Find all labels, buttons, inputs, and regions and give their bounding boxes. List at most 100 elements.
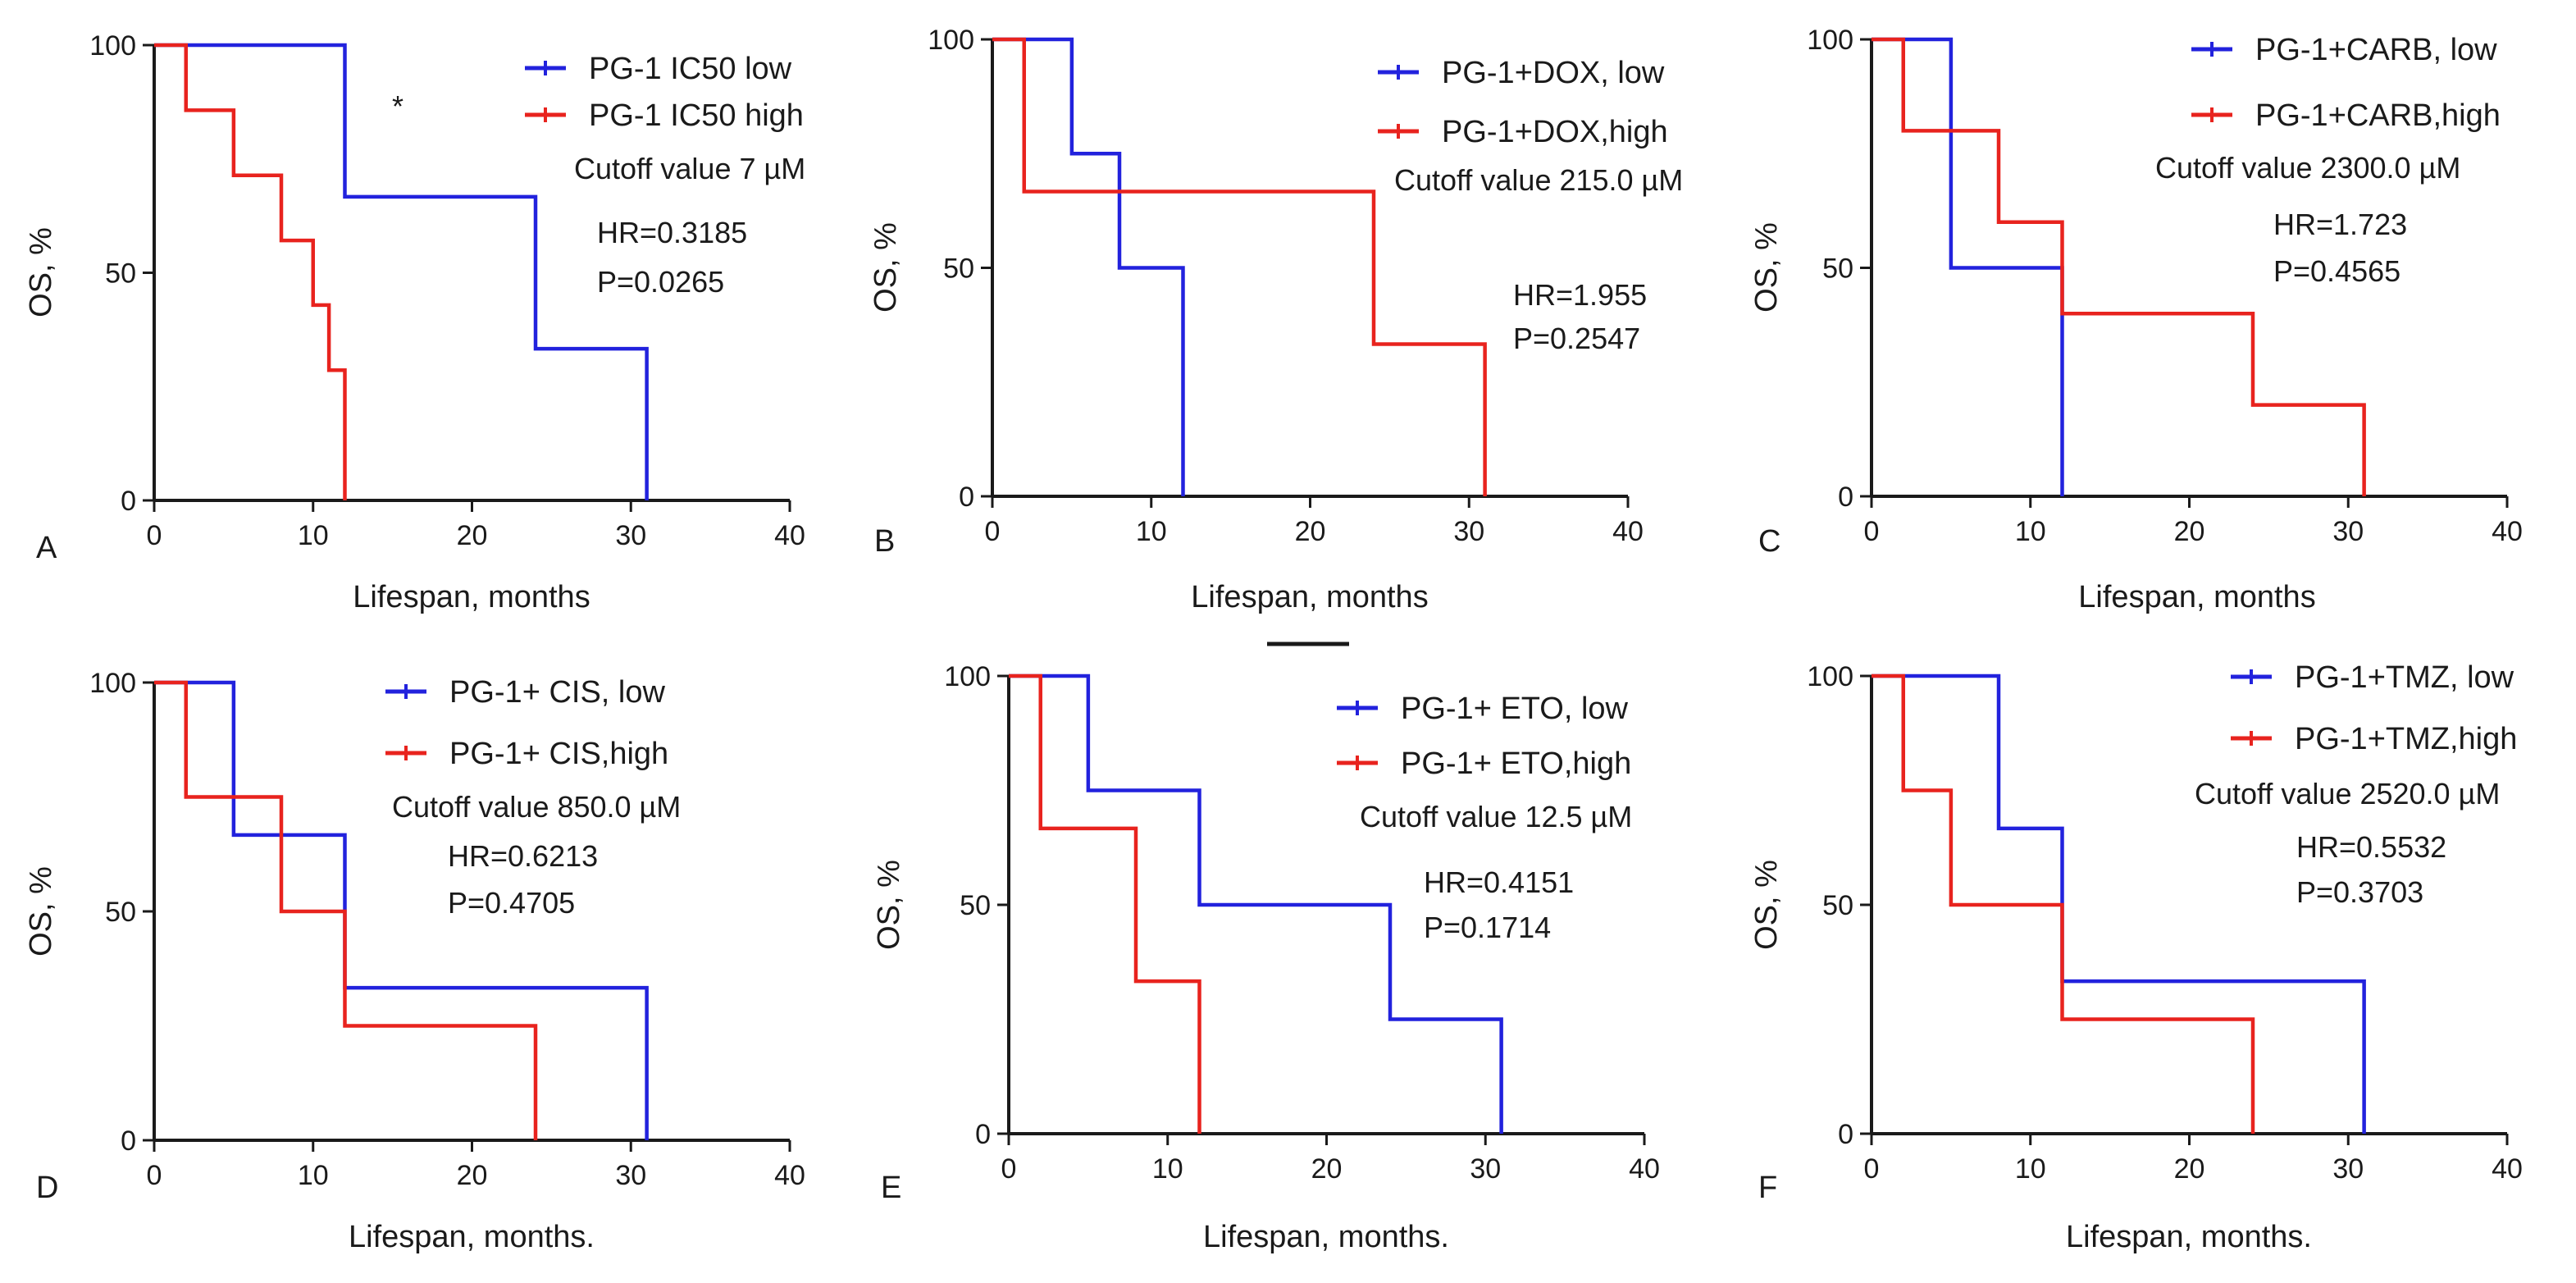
legend-label: PG-1+ ETO, low <box>1401 692 1629 726</box>
x-tick-label: 10 <box>298 1160 329 1191</box>
y-tick-label: 100 <box>928 25 974 56</box>
p-value-annotation: P=0.2547 <box>1513 322 1640 355</box>
legend-entry-low: PG-1+CARB, low <box>2191 33 2497 67</box>
x-tick-label: 10 <box>298 520 329 551</box>
survival-curve-low <box>154 43 649 500</box>
hr-annotation: HR=1.723 <box>2273 208 2407 241</box>
legend-label: PG-1+CARB, low <box>2255 33 2497 67</box>
y-tick-label: 0 <box>959 482 974 513</box>
x-tick-label: 40 <box>1629 1153 1660 1185</box>
cutoff-annotation: Cutoff value 12.5 µM <box>1360 800 1632 833</box>
x-tick-label: 20 <box>457 520 488 551</box>
survival-curve-high <box>1872 37 2366 496</box>
y-tick-label: 50 <box>1822 890 1853 921</box>
panel-letter: B <box>874 524 895 559</box>
cutoff-annotation: Cutoff value 2520.0 µM <box>2195 777 2500 810</box>
legend-label: PG-1+CARB,high <box>2255 98 2501 133</box>
y-tick-label: 100 <box>89 30 136 62</box>
legend-entry-high: PG-1+TMZ,high <box>2231 722 2517 756</box>
y-tick-label: 0 <box>121 486 136 517</box>
p-value-annotation: P=0.0265 <box>597 265 724 299</box>
legend-label: PG-1+DOX, low <box>1442 56 1665 90</box>
p-value-annotation: P=0.4705 <box>448 886 575 920</box>
y-tick-label: 0 <box>975 1119 991 1150</box>
panel-letter: C <box>1758 524 1780 559</box>
legend-entry-high: PG-1+CARB,high <box>2191 98 2501 133</box>
x-tick-label: 30 <box>2332 516 2364 547</box>
x-tick-label: 40 <box>774 1160 805 1191</box>
y-tick-label: 50 <box>943 253 974 285</box>
x-tick-label: 20 <box>2174 516 2205 547</box>
legend-label: PG-1 IC50 low <box>589 52 792 86</box>
survival-curve-high <box>154 43 347 500</box>
x-tick-label: 20 <box>1295 516 1326 547</box>
legend-label: PG-1+TMZ, low <box>2295 660 2514 695</box>
x-axis-title: Lifespan, months <box>1191 580 1428 614</box>
x-tick-label: 30 <box>1470 1153 1501 1185</box>
survival-curve-low <box>154 680 649 1140</box>
y-tick-label: 50 <box>960 890 991 921</box>
survival-curve-low <box>1009 673 1503 1134</box>
km-panel-c: 0 10 20 30 40 0 50 100 Lifespan, months OS, % C PG-… <box>1749 25 2523 614</box>
p-value-annotation: P=0.3703 <box>2296 875 2423 909</box>
x-tick-label: 0 <box>1001 1153 1017 1185</box>
x-tick-label: 40 <box>1612 516 1644 547</box>
x-tick-label: 40 <box>2492 516 2523 547</box>
hr-annotation: HR=0.4151 <box>1424 865 1574 899</box>
hr-annotation: HR=0.6213 <box>448 839 598 873</box>
survival-curve-low <box>1872 37 2064 496</box>
p-value-annotation: P=0.4565 <box>2273 254 2400 288</box>
x-tick-label: 0 <box>1864 1153 1880 1185</box>
p-value-annotation: P=0.1714 <box>1424 911 1551 944</box>
y-axis-title: OS, % <box>1749 222 1784 313</box>
x-tick-label: 20 <box>457 1160 488 1191</box>
significance-marker: * <box>392 89 403 123</box>
y-tick-label: 0 <box>1838 482 1853 513</box>
survival-curve-high <box>992 37 1487 496</box>
survival-curve-high <box>1009 673 1201 1134</box>
x-tick-label: 0 <box>985 516 1001 547</box>
km-panel-d: 0 10 20 30 40 0 50 100 Lifespan, months. OS, % D PG… <box>24 668 805 1254</box>
x-axis-title: Lifespan, months. <box>349 1220 595 1254</box>
survival-curve-low <box>992 37 1185 496</box>
x-tick-label: 10 <box>2015 516 2046 547</box>
y-tick-label: 0 <box>1838 1119 1853 1150</box>
x-tick-label: 0 <box>147 520 162 551</box>
survival-curve-high <box>154 680 538 1140</box>
x-tick-label: 10 <box>1136 516 1167 547</box>
legend-entry-high: PG-1+DOX,high <box>1378 115 1668 149</box>
legend-label: PG-1+ ETO,high <box>1401 747 1631 781</box>
hr-annotation: HR=0.3185 <box>597 216 747 249</box>
legend-entry-high: PG-1+ CIS,high <box>385 737 668 771</box>
legend-label: PG-1+DOX,high <box>1442 115 1668 149</box>
x-tick-label: 0 <box>147 1160 162 1191</box>
legend-label: PG-1+ CIS, low <box>449 675 665 710</box>
x-tick-label: 30 <box>615 1160 646 1191</box>
x-tick-label: 20 <box>2174 1153 2205 1185</box>
y-axis-title: OS, % <box>869 222 903 313</box>
y-tick-label: 50 <box>105 258 136 290</box>
x-tick-label: 10 <box>2015 1153 2046 1185</box>
survival-curve-high <box>1872 673 2255 1134</box>
km-panel-f: 0 10 20 30 40 0 50 100 Lifespan, months. OS, % F PG… <box>1749 660 2523 1254</box>
panel-letter: E <box>881 1171 901 1205</box>
legend-entry-high: PG-1 IC50 high <box>525 98 804 133</box>
km-panel-e: 0 10 20 30 40 0 50 100 Lifespan, months. OS, % E PG… <box>872 661 1660 1254</box>
hr-annotation: HR=1.955 <box>1513 278 1647 312</box>
y-axis-title: OS, % <box>872 860 906 950</box>
cutoff-annotation: Cutoff value 215.0 µM <box>1394 163 1683 197</box>
y-tick-label: 50 <box>1822 253 1853 285</box>
x-axis-title: Lifespan, months. <box>1203 1220 1449 1254</box>
y-axis-title: OS, % <box>1749 860 1784 950</box>
legend-entry-low: PG-1+DOX, low <box>1378 56 1665 90</box>
survival-curve-low <box>1872 673 2366 1134</box>
panel-letter: A <box>36 531 57 565</box>
km-panel-b: 0 10 20 30 40 0 50 100 Lifespan, months OS, % B PG-… <box>869 25 1683 614</box>
y-axis-title: OS, % <box>24 866 58 957</box>
km-panel-a: 0 10 20 30 40 0 50 100 Lifespan, months OS, % A PG-… <box>24 30 805 614</box>
x-tick-label: 40 <box>774 520 805 551</box>
legend-entry-high: PG-1+ ETO,high <box>1337 747 1631 781</box>
y-tick-label: 100 <box>89 668 136 699</box>
legend-label: PG-1+ CIS,high <box>449 737 668 771</box>
